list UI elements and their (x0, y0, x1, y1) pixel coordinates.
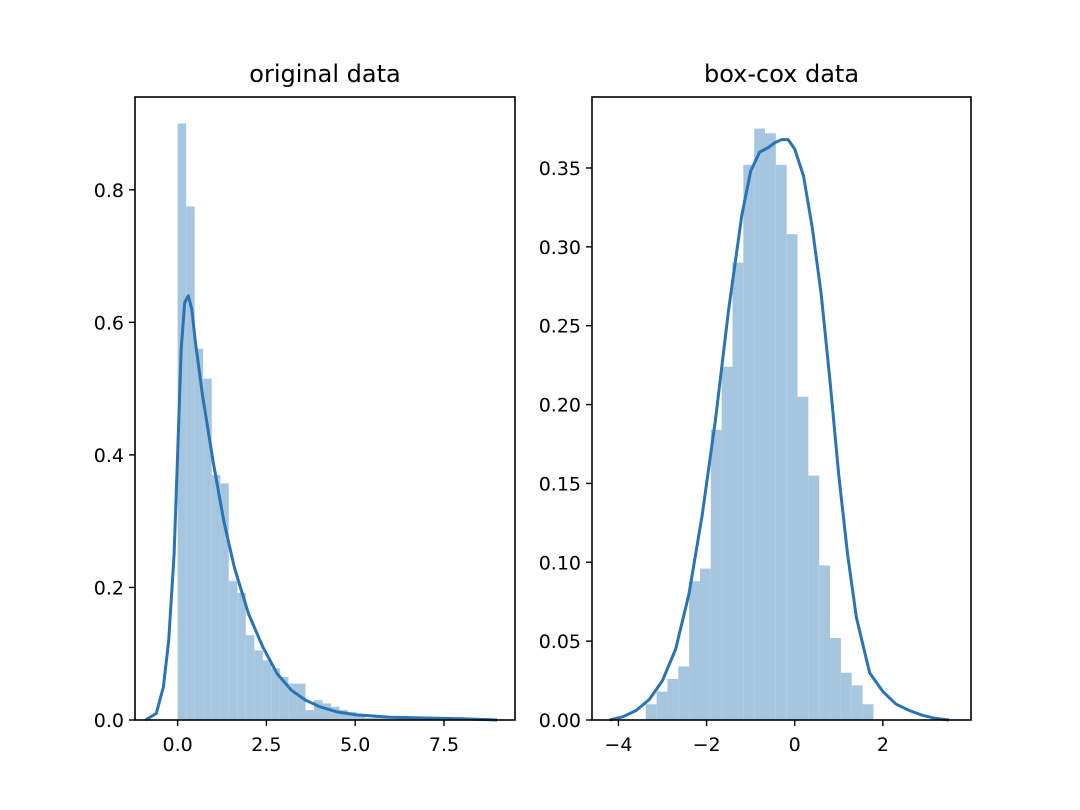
x-tick-label: 2.5 (251, 734, 281, 756)
x-tick-label: 0 (789, 734, 801, 756)
histogram-bar (262, 660, 272, 720)
y-tick-label: 0.00 (539, 710, 581, 732)
histogram-bar (862, 704, 874, 720)
histogram-bar (254, 650, 263, 720)
chart-title: original data (249, 60, 400, 88)
histogram-bar (186, 206, 195, 720)
histogram-bar (743, 164, 755, 720)
histogram-bar (732, 262, 744, 720)
chart-title: box-cox data (704, 60, 859, 88)
histogram-bar (237, 592, 246, 720)
histogram-bar (786, 234, 798, 721)
histogram-bars (645, 128, 874, 721)
histogram-bar (279, 676, 289, 720)
histogram-bar (305, 710, 314, 720)
chart-box-cox-data: −4 −2 0 2 0.000.050.100.150.200.250.300.35 … (539, 60, 972, 756)
y-tick-label: 0.30 (539, 237, 581, 259)
histogram-bar (656, 691, 668, 720)
histogram-bar (699, 568, 711, 720)
y-ticks: 0.0 0.2 0.4 0.6 0.8 (94, 180, 135, 732)
x-tick-label: 2 (877, 734, 889, 756)
histogram-bars (177, 123, 502, 721)
histogram-bar (645, 704, 657, 720)
histogram-bar (797, 396, 809, 720)
x-tick-label: 7.5 (429, 734, 459, 756)
histogram-bar (348, 712, 357, 720)
histogram-bar (710, 429, 722, 720)
y-tick-label: 0.4 (94, 445, 124, 467)
density-curve (609, 138, 950, 722)
histogram-bar (754, 128, 766, 720)
axes-frame (134, 96, 516, 721)
y-ticks: 0.00 0.05 0.10 0.15 0.20 0.25 0.30 0.35 (539, 158, 592, 732)
x-ticks: −4 −2 0 2 (604, 720, 889, 756)
y-tick-label: 0.35 (539, 158, 581, 180)
y-tick-label: 0.15 (539, 473, 581, 495)
x-ticks: 0.0 2.5 5.0 7.5 (163, 720, 459, 756)
density-curve (144, 294, 498, 722)
y-tick-label: 0.2 (94, 577, 124, 599)
histogram-bar (365, 718, 374, 720)
histogram-bar (840, 672, 852, 720)
histogram-bar (296, 683, 306, 720)
histogram-bar (177, 123, 187, 721)
histogram-bar (211, 474, 221, 720)
histogram-bar (775, 164, 787, 720)
chart-original-data: 0.0 2.5 5.0 7.5 0.0 0.2 0.4 0.6 0.8 original da… (94, 60, 516, 756)
x-tick-label: 5.0 (340, 734, 370, 756)
histogram-bar (721, 366, 733, 720)
histogram-bar (331, 706, 340, 720)
histogram-bar (808, 475, 820, 720)
histogram-bar (667, 678, 679, 720)
y-tick-label: 0.8 (94, 180, 124, 202)
histogram-bar (356, 716, 366, 720)
histogram-bar (194, 348, 204, 720)
histogram-bar (819, 565, 831, 720)
y-tick-label: 0.6 (94, 312, 124, 334)
histogram-bar (830, 637, 841, 720)
histogram-bar (851, 685, 863, 720)
y-tick-label: 0.25 (539, 316, 581, 338)
y-tick-label: 0.20 (539, 395, 581, 417)
histogram-bar (373, 716, 383, 720)
histogram-bar (245, 635, 255, 720)
histogram-bar (339, 710, 349, 720)
histogram-bar (765, 133, 776, 721)
y-tick-label: 0.10 (539, 552, 581, 574)
histogram-bar (288, 683, 297, 720)
x-tick-label: 0.0 (163, 734, 193, 756)
y-tick-label: 0.05 (539, 631, 581, 653)
axes-frame (591, 96, 972, 721)
x-tick-label: −4 (604, 734, 632, 756)
histogram-bar (678, 666, 690, 720)
histogram-bar (322, 703, 332, 720)
histogram-bar (313, 700, 323, 720)
histogram-bar (689, 581, 700, 720)
x-tick-label: −2 (693, 734, 721, 756)
histogram-bar (203, 378, 212, 720)
histogram-bar (220, 483, 229, 720)
y-tick-label: 0.0 (94, 710, 124, 732)
histogram-bar (228, 580, 238, 720)
histogram-bar (271, 668, 280, 720)
